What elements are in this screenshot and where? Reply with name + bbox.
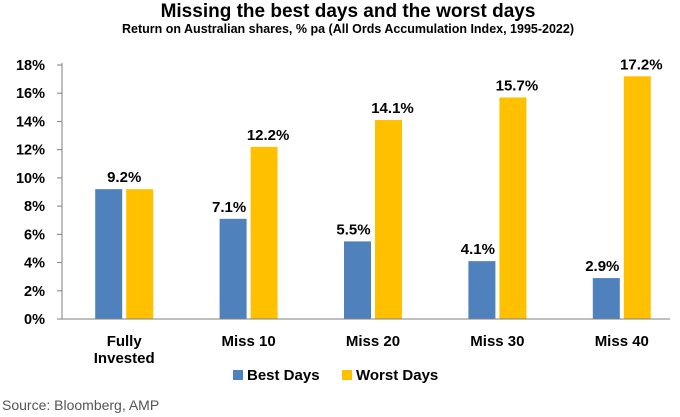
chart-title: Missing the best days and the worst days	[161, 1, 536, 22]
y-tick-label: 4%	[24, 256, 45, 272]
bar-worst-days	[623, 76, 651, 320]
x-tick-label: Miss 10	[221, 333, 275, 350]
data-labels: 9.2% 7.1% 12.2% 5.5% 14.1% 4.1% 15.7% 2.9% 17.2%	[107, 56, 662, 275]
legend-swatch	[233, 370, 243, 380]
x-tick-label: Fully	[107, 333, 143, 350]
y-tick-label: 18%	[16, 58, 45, 74]
y-tick-label: 6%	[24, 227, 45, 243]
data-label: 17.2%	[620, 56, 663, 73]
y-tick-label: 8%	[24, 199, 45, 215]
x-tick-label: Miss 30	[470, 333, 524, 350]
y-tick-label: 14%	[16, 114, 45, 130]
legend-label: Best Days	[247, 367, 320, 384]
data-label: 14.1%	[371, 100, 414, 117]
bar-worst-days	[499, 97, 527, 319]
legend-swatch	[342, 370, 352, 380]
bar-best-days	[95, 189, 123, 319]
chart-subtitle: Return on Australian shares, % pa (All O…	[122, 22, 574, 36]
bars	[95, 76, 651, 320]
data-label: 5.5%	[336, 221, 370, 238]
legend: Best Days Worst Days	[233, 367, 438, 384]
data-label: 2.9%	[585, 258, 619, 275]
bar-worst-days	[375, 120, 402, 320]
y-tick-label: 12%	[16, 143, 45, 159]
data-label: 4.1%	[461, 241, 495, 258]
y-tick-label: 10%	[16, 171, 45, 187]
y-tick-label: 2%	[24, 284, 45, 300]
data-label: 7.1%	[212, 199, 246, 216]
bar-best-days	[344, 241, 371, 319]
source-note: Source: Bloomberg, AMP	[2, 397, 159, 413]
data-label: 9.2%	[107, 169, 141, 186]
bar-best-days	[468, 261, 496, 319]
data-label: 15.7%	[496, 77, 539, 94]
x-tick-label: Invested	[94, 350, 155, 367]
y-tick-label: 16%	[16, 86, 45, 102]
x-tick-label: Miss 20	[346, 333, 400, 350]
bar-best-days	[219, 218, 247, 319]
y-axis: 0% 2% 4% 6% 8% 10% 12% 14% 16% 18%	[16, 58, 63, 328]
legend-label: Worst Days	[356, 367, 438, 384]
y-tick-label: 0%	[24, 312, 45, 328]
bar-worst-days	[126, 189, 154, 319]
bar-worst-days	[250, 146, 278, 319]
x-tick-label: Miss 40	[595, 333, 649, 350]
data-label: 12.2%	[247, 127, 290, 144]
bar-best-days	[592, 278, 620, 319]
